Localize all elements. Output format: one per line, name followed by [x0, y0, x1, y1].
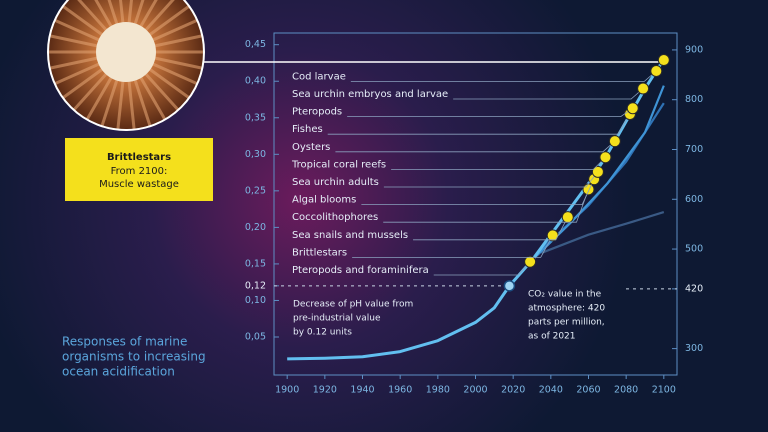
marker-label: Cod larvae: [292, 71, 346, 82]
chart-title: Responses of marine: [62, 335, 187, 349]
x-tick-label: 2040: [539, 385, 563, 396]
y-tick-label: 0,10: [245, 295, 266, 306]
x-tick-label: 2060: [576, 385, 600, 396]
x-tick-label: 2100: [652, 385, 676, 396]
marker: [657, 54, 670, 67]
marker-label: Brittlestars: [292, 247, 347, 258]
annotation: parts per million,: [528, 318, 605, 328]
line: [541, 210, 665, 254]
y2-tick-label: 300: [685, 343, 703, 354]
photo-detail: [96, 22, 156, 82]
x-tick-label: 2000: [463, 385, 487, 396]
callout-text: From 2100:: [111, 166, 168, 177]
y-tick-label: 0,05: [245, 332, 266, 343]
callout-title: Brittlestars: [107, 152, 171, 163]
leader-line: [361, 178, 595, 206]
marker-label: Coccolithophores: [292, 212, 378, 223]
x-tick-label: 2080: [614, 385, 638, 396]
annotation: atmosphere: 420: [528, 304, 605, 314]
y2-tick-label: 800: [685, 94, 703, 105]
x-tick-label: 1940: [350, 385, 374, 396]
marker: [591, 165, 604, 178]
marker-label: Sea snails and mussels: [292, 230, 408, 241]
chart-title: ocean acidification: [62, 365, 175, 379]
photo-border: [47, 0, 205, 131]
marker: [546, 229, 559, 242]
leader-line: [327, 113, 631, 135]
y-tick-label: 0,20: [245, 222, 266, 233]
y-tick-label: 0,25: [245, 185, 266, 196]
callout-text: Muscle wastage: [99, 179, 179, 190]
marker-label: Algal blooms: [292, 195, 356, 206]
reference-point: [503, 280, 516, 292]
marker: [582, 183, 595, 196]
marker: [637, 82, 650, 95]
chart-title: organisms to increasing: [62, 350, 206, 364]
marker: [524, 255, 537, 268]
y-tick-label: 0,15: [245, 258, 266, 269]
leader-line: [413, 216, 569, 241]
y2-tick-label: 500: [685, 244, 703, 255]
marker-label: Fishes: [292, 124, 323, 135]
leader-line: [352, 235, 554, 258]
marker-label: Pteropods and foraminifera: [292, 265, 429, 276]
y2-tick-label: 700: [685, 144, 703, 155]
marker-label: Oysters: [292, 142, 330, 153]
photo: [48, 0, 204, 130]
annotation: as of 2021: [528, 332, 576, 342]
marker-label: Pteropods: [292, 107, 342, 118]
marker: [561, 211, 574, 224]
marker: [650, 65, 663, 77]
leader-line: [383, 171, 599, 188]
x-tick-label: 1920: [313, 385, 337, 396]
marker-label: Tropical coral reefs: [291, 159, 386, 170]
marker-label: Sea urchin embryos and larvae: [292, 89, 448, 100]
x-tick-label: 1960: [388, 385, 412, 396]
callout-box: [65, 138, 213, 201]
marker-label: Sea urchin adults: [292, 177, 379, 188]
x-tick-label: 2020: [501, 385, 525, 396]
y2-tick-label: 900: [685, 44, 703, 55]
x-tick-label: 1980: [426, 385, 450, 396]
y2-tick-label: 420: [685, 283, 703, 294]
annotation: by 0.12 units: [293, 328, 352, 338]
marker: [599, 151, 612, 164]
y2-tick-label: 600: [685, 194, 703, 205]
annotation: CO₂ value in the: [528, 290, 602, 300]
y-tick-label: 0,40: [245, 76, 266, 87]
annotation: pre-industrial value: [293, 314, 381, 324]
marker: [626, 102, 639, 115]
annotation: Decrease of pH value from: [293, 300, 413, 310]
y-tick-label: 0,12: [245, 280, 266, 291]
marker: [608, 135, 621, 148]
y-tick-label: 0,45: [245, 39, 266, 50]
y-tick-label: 0,35: [245, 112, 266, 123]
x-tick-label: 1900: [275, 385, 299, 396]
y-tick-label: 0,30: [245, 149, 266, 160]
